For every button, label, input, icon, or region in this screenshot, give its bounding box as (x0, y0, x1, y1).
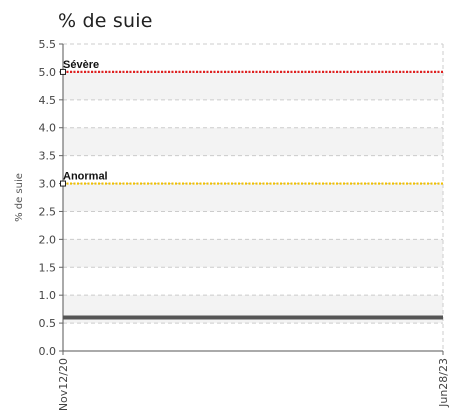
grid-bands (63, 71, 443, 324)
y-ticks: 0.0 0.5 1.0 1.5 2.0 2.5 3.0 3.5 4.0 4.5 5.0 5.5 (39, 38, 63, 358)
y-tick-label: 2.0 (39, 233, 57, 246)
threshold-marker (60, 180, 66, 187)
axes (62, 44, 443, 352)
y-axis-label: % de suie (14, 173, 25, 222)
x-ticks: Nov12/20 Jun28/23 (57, 351, 449, 411)
y-tick-label: 1.0 (39, 289, 57, 302)
threshold-label: Anormal (63, 171, 108, 183)
y-tick-label: 0.0 (39, 345, 57, 358)
x-tick-label: Nov12/20 (57, 358, 70, 411)
threshold-marker (60, 68, 66, 75)
grid-band (63, 183, 443, 212)
grid-band (63, 127, 443, 156)
grid-band (63, 239, 443, 268)
y-tick-label: 3.0 (39, 178, 57, 191)
y-tick-label: 0.5 (39, 317, 57, 330)
y-tick-label: 4.0 (39, 122, 57, 135)
grid-band (63, 71, 443, 100)
y-tick-label: 4.5 (39, 94, 57, 107)
y-tick-label: 5.0 (39, 66, 57, 79)
threshold-label: Sévère (63, 59, 99, 71)
x-tick-label: Jun28/23 (437, 358, 449, 408)
y-tick-label: 3.5 (39, 150, 57, 163)
chart-title: % de suie (58, 10, 153, 32)
y-tick-label: 1.5 (39, 261, 57, 274)
threshold-lines: Sévère Anormal (60, 59, 443, 187)
y-tick-label: 2.5 (39, 205, 57, 218)
y-tick-label: 5.5 (39, 38, 57, 51)
